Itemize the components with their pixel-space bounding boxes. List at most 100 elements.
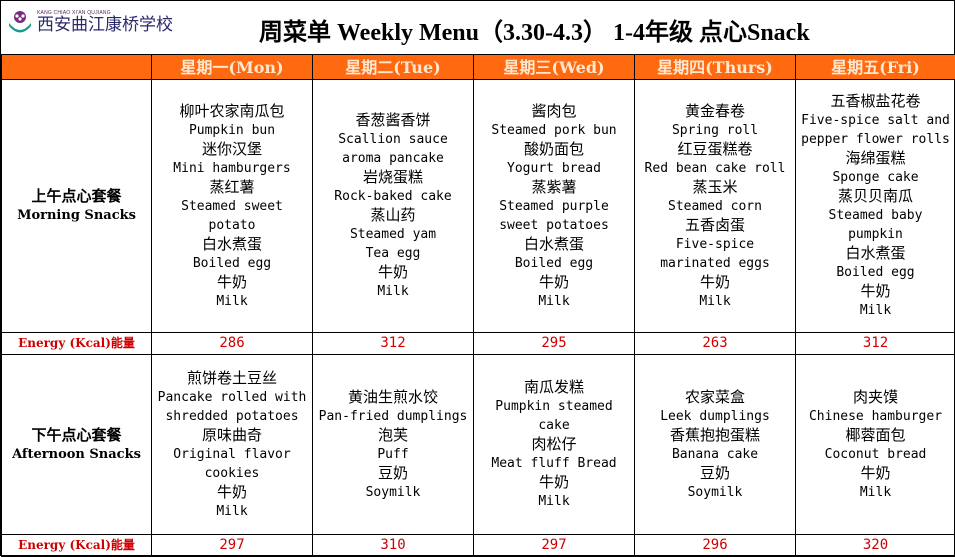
dish-name-en: pumpkin — [796, 225, 955, 244]
energy-label: Energy (Kcal)能量 — [2, 535, 152, 557]
dish-name-en: Boiled egg — [796, 263, 955, 282]
dish-name-en: Chinese hamburger — [796, 407, 955, 426]
dish-name-en: Leek dumplings — [635, 407, 795, 426]
dish-name-en: Boiled egg — [474, 254, 634, 273]
dish-name-en: Milk — [796, 483, 955, 502]
dish-name-en: Puff — [313, 445, 473, 464]
dish-name-en: marinated eggs — [635, 254, 795, 273]
morning-label-cn: 上午点心套餐 — [2, 187, 151, 206]
school-logo: KANG CHIAO XI'AN QUJIANG 西安曲江康桥学校 — [7, 9, 173, 35]
dish-name-en: Soymilk — [313, 483, 473, 502]
dish-name-cn: 原味曲奇 — [152, 426, 312, 445]
dish-name-cn: 牛奶 — [313, 263, 473, 282]
dish-name-cn: 迷你汉堡 — [152, 140, 312, 159]
dish-name-en: Milk — [474, 492, 634, 511]
dish-name-cn: 牛奶 — [152, 273, 312, 292]
dish-name-en: Milk — [152, 502, 312, 521]
dish-name-cn: 蒸玉米 — [635, 178, 795, 197]
energy-value: 297 — [152, 535, 313, 557]
dish-name-en: shredded potatoes — [152, 407, 312, 426]
dish-name-cn: 牛奶 — [474, 273, 634, 292]
dish-name-cn: 白水煮蛋 — [796, 244, 955, 263]
dish-name-cn: 蒸红薯 — [152, 178, 312, 197]
dish-name-cn: 豆奶 — [313, 464, 473, 483]
energy-value: 297 — [474, 535, 635, 557]
dish-name-en: Spring roll — [635, 121, 795, 140]
afternoon-label-en: Afternoon Snacks — [2, 445, 151, 464]
dish-name-en: cookies — [152, 464, 312, 483]
dish-name-cn: 红豆蛋糕卷 — [635, 140, 795, 159]
morning-energy-row: Energy (Kcal)能量 286 312 295 263 312 — [2, 333, 955, 355]
day-header-row: 星期一(Mon) 星期二(Tue) 星期三(Wed) 星期四(Thurs) 星期… — [2, 55, 955, 80]
menu-table: 星期一(Mon) 星期二(Tue) 星期三(Wed) 星期四(Thurs) 星期… — [1, 54, 955, 557]
dish-name-en: Steamed yam — [313, 225, 473, 244]
dish-name-cn: 牛奶 — [152, 483, 312, 502]
dish-name-cn: 白水煮蛋 — [474, 235, 634, 254]
dish-name-en: Soymilk — [635, 483, 795, 502]
energy-value: 312 — [796, 333, 955, 355]
school-emblem-icon — [7, 9, 33, 35]
afternoon-energy-row: Energy (Kcal)能量 297 310 297 296 320 — [2, 535, 955, 557]
dish-name-cn: 煎饼卷土豆丝 — [152, 369, 312, 388]
dish-name-cn: 岩烧蛋糕 — [313, 168, 473, 187]
dish-name-en: Pumpkin bun — [152, 121, 312, 140]
dish-name-en: Milk — [313, 282, 473, 301]
dish-name-en: cake — [474, 416, 634, 435]
dish-name-en: Five-spice salt and — [796, 111, 955, 130]
dish-name-en: Milk — [635, 292, 795, 311]
dish-name-cn: 蒸贝贝南瓜 — [796, 187, 955, 206]
dish-name-cn: 豆奶 — [635, 464, 795, 483]
school-name-cn: 西安曲江康桥学校 — [37, 16, 173, 34]
dish-name-cn: 椰蓉面包 — [796, 426, 955, 445]
dish-name-cn: 海绵蛋糕 — [796, 149, 955, 168]
energy-value: 263 — [635, 333, 796, 355]
dish-name-cn: 牛奶 — [474, 473, 634, 492]
dish-name-cn: 牛奶 — [796, 464, 955, 483]
dish-name-en: Rock-baked cake — [313, 187, 473, 206]
energy-value: 286 — [152, 333, 313, 355]
dish-name-cn: 五香卤蛋 — [635, 216, 795, 235]
energy-value: 320 — [796, 535, 955, 557]
dish-name-cn: 黄金春卷 — [635, 102, 795, 121]
dish-name-en: Scallion sauce — [313, 130, 473, 149]
energy-value: 296 — [635, 535, 796, 557]
dish-name-en: Mini hamburgers — [152, 159, 312, 178]
morning-label-en: Morning Snacks — [2, 206, 151, 225]
dish-name-cn: 农家菜盒 — [635, 388, 795, 407]
day-header: 星期一(Mon) — [152, 55, 313, 80]
dish-name-en: potato — [152, 216, 312, 235]
day-header: 星期三(Wed) — [474, 55, 635, 80]
dish-name-en: Red bean cake roll — [635, 159, 795, 178]
dish-name-en: Original flavor — [152, 445, 312, 464]
day-header: 星期四(Thurs) — [635, 55, 796, 80]
dish-name-cn: 酸奶面包 — [474, 140, 634, 159]
energy-value: 310 — [313, 535, 474, 557]
morning-label: 上午点心套餐 Morning Snacks — [2, 80, 152, 333]
dish-name-en: Boiled egg — [152, 254, 312, 273]
dish-name-en: Five-spice — [635, 235, 795, 254]
dish-name-en: Meat fluff Bread — [474, 454, 634, 473]
corner-cell — [2, 55, 152, 80]
dish-name-en: Banana cake — [635, 445, 795, 464]
dish-name-cn: 白水煮蛋 — [152, 235, 312, 254]
dish-name-en: Milk — [474, 292, 634, 311]
day-header: 星期五(Fri) — [796, 55, 955, 80]
dish-name-cn: 牛奶 — [796, 282, 955, 301]
dish-name-en: Yogurt bread — [474, 159, 634, 178]
page-title: 周菜单 Weekly Menu（3.30-4.3） 1-4年级 点心Snack — [259, 12, 810, 47]
dish-name-cn: 泡芙 — [313, 426, 473, 445]
dish-name-en: Coconut bread — [796, 445, 955, 464]
dish-name-en: Pan-fried dumplings — [313, 407, 473, 426]
dish-name-en: aroma pancake — [313, 149, 473, 168]
dish-name-en: sweet potatoes — [474, 216, 634, 235]
